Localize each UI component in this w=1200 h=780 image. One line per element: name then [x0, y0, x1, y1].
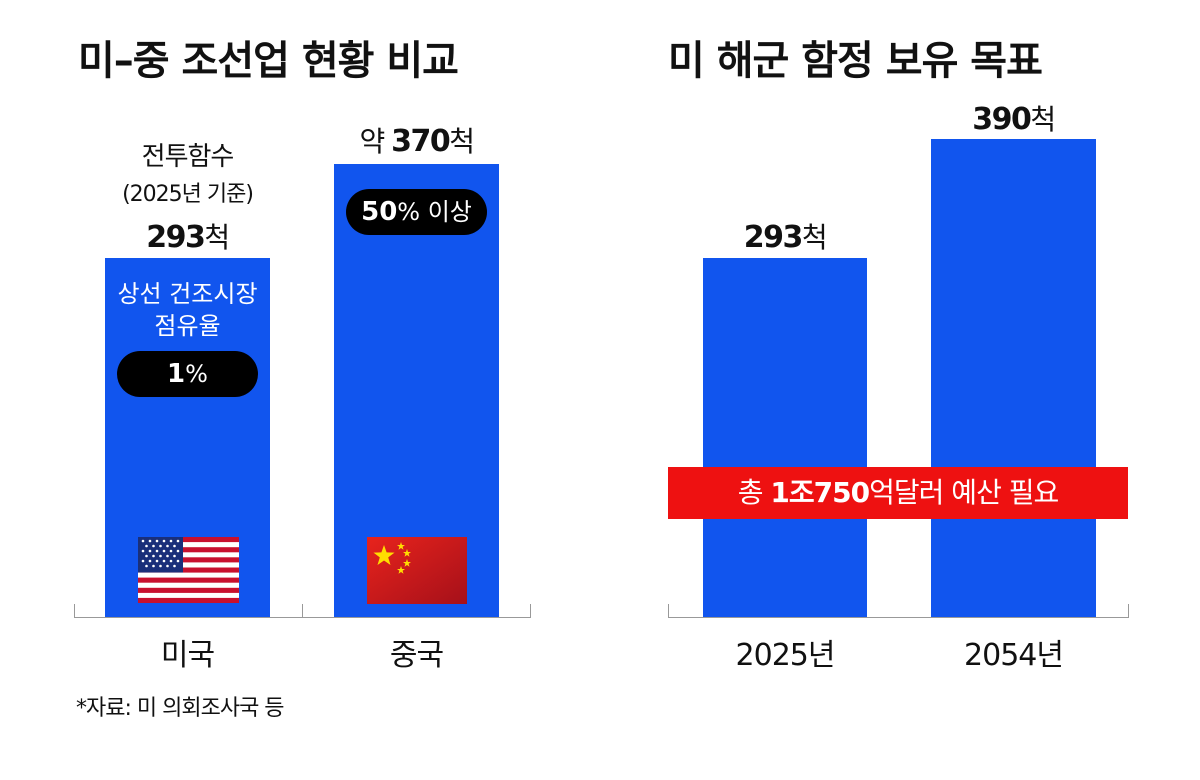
us-value-unit: 척 [204, 221, 230, 254]
budget-banner-pre: 총 [737, 476, 771, 509]
cn-value-label: 약 370척 [334, 120, 499, 160]
budget-banner-post: 억달러 예산 필요 [869, 476, 1059, 509]
us-share-pill: 1% [117, 351, 258, 397]
category-us: 미국 [160, 638, 215, 673]
cn-value-prefix: 약 [359, 125, 392, 158]
left-axis-tick [530, 604, 531, 618]
left-axis-tick [302, 604, 303, 618]
us-value-label: 293척 [105, 216, 270, 256]
source-note: *자료: 미 의회조사국 등 [76, 696, 285, 721]
value-2025-label: 293척 [703, 216, 867, 256]
bar-2025 [703, 258, 867, 617]
us-flag-icon [138, 537, 239, 603]
left-chart-title: 미–중 조선업 현황 비교 [78, 38, 459, 84]
cn-share-number: 50 [361, 197, 398, 227]
us-share-unit: % [185, 360, 208, 388]
category-2054: 2054년 [964, 638, 1064, 673]
value-2025-number: 293 [743, 220, 804, 255]
us-measure-basis: (2025년 기준) [122, 182, 254, 207]
us-value-number: 293 [146, 220, 206, 255]
cn-share-rest: % 이상 [397, 198, 472, 226]
us-market-share-label: 상선 건조시장 점유율 [105, 278, 270, 342]
china-flag-icon [367, 537, 467, 604]
right-axis-tick [1128, 604, 1129, 618]
us-measure-label: 전투함수 [141, 142, 235, 172]
value-2025-unit: 척 [801, 221, 828, 254]
category-2025: 2025년 [735, 638, 836, 673]
value-2054-unit: 척 [1030, 103, 1056, 136]
bar-2054 [931, 139, 1096, 617]
right-x-axis [668, 617, 1129, 618]
category-china: 중국 [389, 638, 444, 673]
value-2054-number: 390 [972, 102, 1032, 137]
cn-value-unit: 척 [449, 125, 475, 158]
right-chart-title: 미 해군 함정 보유 목표 [668, 38, 1043, 84]
value-2054-label: 390척 [931, 98, 1096, 138]
cn-value-number: 370 [391, 124, 451, 159]
left-axis-tick [74, 604, 75, 618]
budget-banner-amount: 1조750 [770, 476, 870, 509]
us-share-number: 1 [167, 359, 186, 389]
right-axis-tick [668, 604, 669, 618]
budget-banner: 총 1조750억달러 예산 필요 [668, 467, 1128, 519]
cn-share-pill: 50% 이상 [346, 189, 487, 235]
us-market-share-line2: 점유율 [154, 312, 221, 340]
us-market-share-line1: 상선 건조시장 [117, 280, 258, 308]
